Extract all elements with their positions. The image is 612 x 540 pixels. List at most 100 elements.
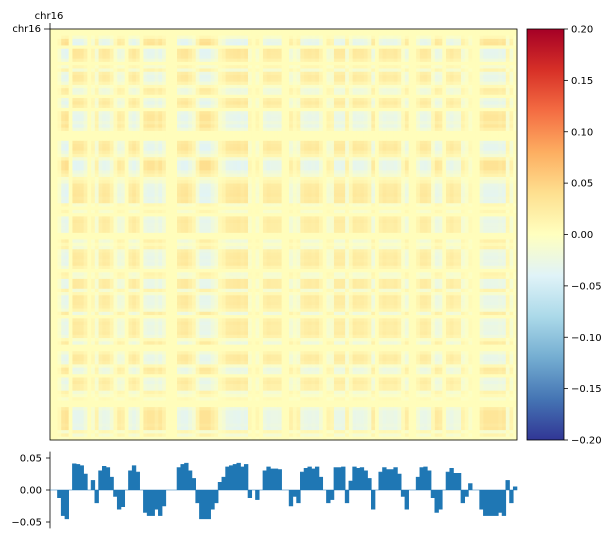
heatmap-cell: [483, 32, 488, 36]
heatmap-cell: [191, 94, 197, 99]
heatmap-cell: [180, 61, 185, 66]
heatmap-cell: [333, 65, 339, 69]
heatmap-cell: [113, 71, 118, 76]
heatmap-cell: [218, 58, 223, 63]
heatmap-cell: [408, 134, 413, 138]
heatmap-cell: [203, 32, 208, 36]
heatmap-cell: [248, 130, 253, 135]
heatmap-cell: [513, 84, 518, 89]
heatmap-cell: [72, 84, 77, 89]
heatmap-cell: [248, 71, 253, 76]
heatmap-cell: [240, 88, 245, 92]
heatmap-cell: [416, 75, 421, 79]
heatmap-cell: [124, 35, 129, 40]
heatmap-cell: [72, 140, 77, 145]
heatmap-cell: [449, 157, 454, 161]
heatmap-cell: [311, 98, 316, 102]
heatmap-cell: [244, 71, 249, 76]
heatmap-cell: [195, 52, 200, 56]
heatmap-cell: [487, 101, 492, 106]
heatmap-cell: [150, 153, 156, 158]
heatmap-cell: [98, 107, 103, 112]
heatmap-cell: [132, 71, 137, 76]
heatmap-cell: [352, 114, 357, 119]
heatmap-cell: [307, 75, 312, 79]
heatmap-cell: [236, 45, 241, 50]
heatmap-cell: [165, 52, 170, 56]
heatmap-cell: [188, 104, 193, 109]
heatmap-cell: [274, 84, 279, 89]
heatmap-cell: [128, 65, 133, 69]
heatmap-cell: [106, 127, 111, 132]
heatmap-cell: [304, 42, 309, 46]
heatmap-cell: [143, 127, 148, 132]
heatmap-cell: [427, 140, 432, 145]
heatmap-cell: [98, 78, 103, 83]
heatmap-cell: [315, 111, 320, 115]
heatmap-cell: [483, 130, 488, 135]
heatmap-cell: [345, 104, 350, 109]
heatmap-cell: [446, 94, 451, 99]
heatmap-cell: [472, 107, 477, 112]
heatmap-cell: [304, 157, 309, 161]
heatmap-cell: [72, 91, 77, 96]
heatmap-cell: [315, 91, 320, 96]
heatmap-cell: [120, 137, 126, 142]
heatmap-cell: [210, 114, 215, 119]
heatmap-cell: [513, 75, 518, 79]
heatmap-cell: [236, 127, 241, 132]
heatmap-cell: [494, 58, 499, 63]
heatmap-cell: [277, 35, 283, 40]
heatmap-cell: [199, 52, 204, 56]
heatmap-cell: [490, 58, 495, 63]
heatmap-cell: [509, 134, 514, 138]
heatmap-cell: [352, 65, 357, 69]
heatmap-cell: [498, 45, 503, 50]
heatmap-cell: [50, 98, 55, 102]
heatmap-cell: [352, 81, 357, 86]
heatmap-cell: [158, 111, 163, 115]
heatmap-cell: [128, 150, 133, 155]
heatmap-cell: [509, 130, 514, 135]
heatmap-cell: [94, 134, 99, 138]
heatmap-cell: [487, 140, 492, 145]
heatmap-cell: [173, 65, 178, 69]
heatmap-cell: [109, 84, 114, 89]
heatmap-cell: [296, 134, 301, 138]
heatmap-cell: [408, 157, 413, 161]
heatmap-cell: [203, 29, 208, 33]
heatmap-cell: [72, 71, 77, 76]
heatmap-cell: [472, 127, 477, 132]
heatmap-cell: [498, 114, 503, 119]
heatmap-cell: [487, 32, 492, 36]
heatmap-cell: [292, 98, 297, 102]
heatmap-cell: [498, 84, 503, 89]
heatmap-cell: [401, 65, 406, 69]
heatmap-cell: [277, 101, 283, 106]
heatmap-cell: [173, 150, 178, 155]
heatmap-cell: [98, 98, 103, 102]
heatmap-cell: [72, 88, 77, 92]
heatmap-cell: [453, 48, 458, 53]
heatmap-cell: [91, 65, 96, 69]
heatmap-cell: [348, 32, 354, 36]
heatmap-cell: [397, 94, 402, 99]
heatmap-cell: [475, 29, 481, 33]
heatmap-cell: [83, 117, 88, 122]
heatmap-cell: [490, 134, 495, 138]
heatmap-cell: [505, 71, 510, 76]
heatmap-cell: [277, 71, 283, 76]
heatmap-cell: [64, 38, 70, 43]
heatmap-cell: [199, 157, 204, 161]
heatmap-cell: [162, 114, 167, 119]
heatmap-cell: [449, 137, 454, 142]
heatmap-cell: [139, 147, 144, 152]
heatmap-cell: [341, 88, 346, 92]
heatmap-cell: [285, 65, 290, 69]
heatmap-cell: [404, 75, 410, 79]
heatmap-cell: [453, 68, 458, 73]
heatmap-cell: [128, 153, 133, 158]
heatmap-cell: [270, 29, 275, 33]
heatmap-cell: [356, 35, 361, 40]
heatmap-cell: [386, 121, 391, 125]
